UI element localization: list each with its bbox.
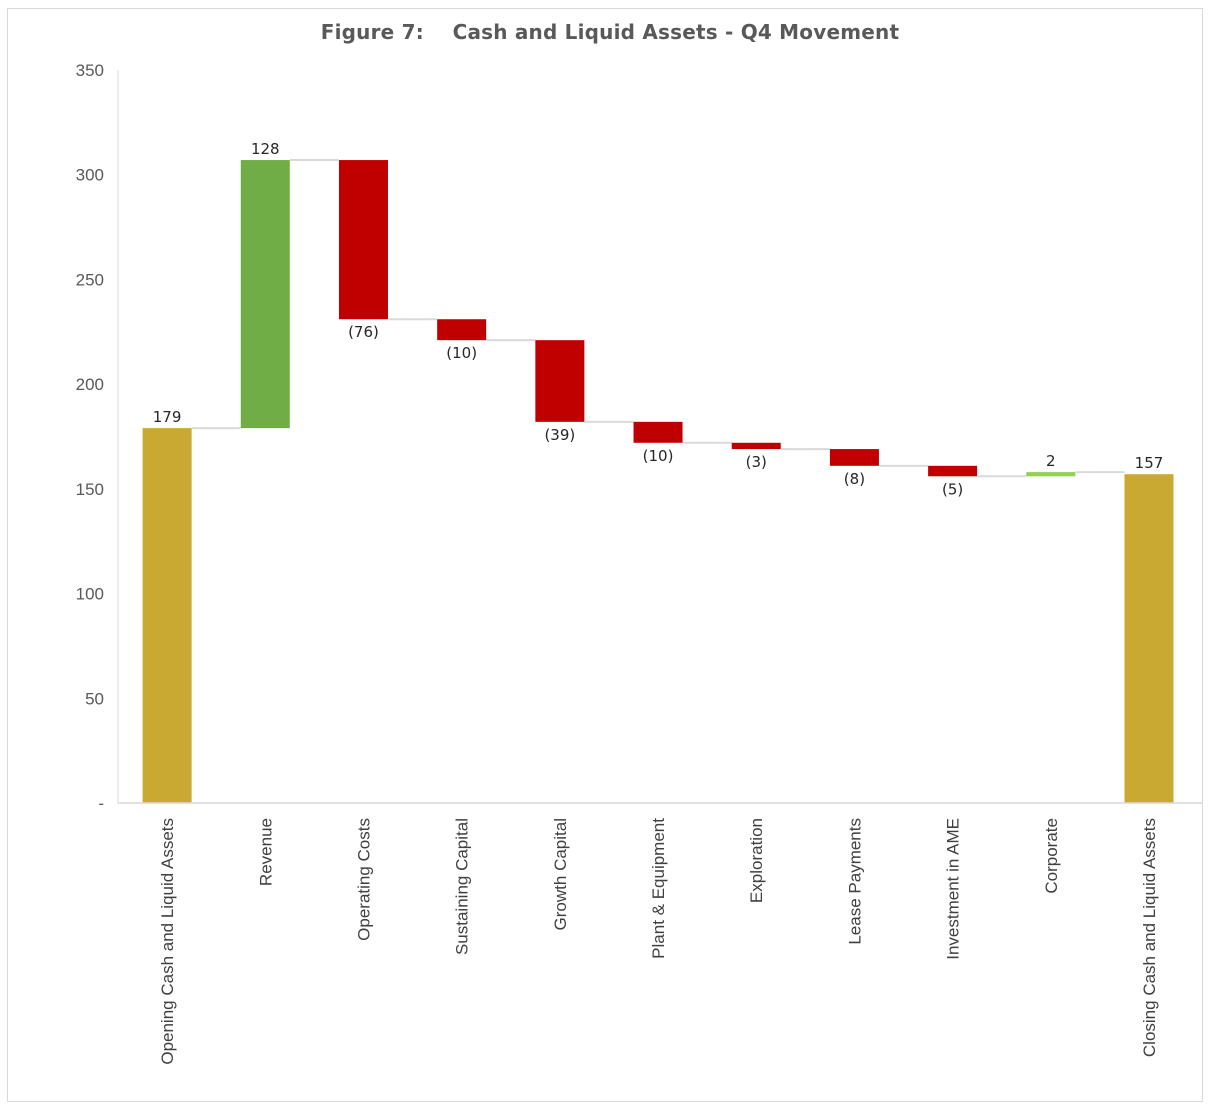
category-label: Opening Cash and Liquid Assets <box>158 818 177 1065</box>
category-label: Sustaining Capital <box>453 818 472 955</box>
category-label: Closing Cash and Liquid Assets <box>1140 818 1159 1057</box>
bar <box>535 340 585 422</box>
category-label: Revenue <box>256 818 275 886</box>
data-label: (76) <box>348 323 379 341</box>
category-label: Growth Capital <box>551 818 570 930</box>
data-labels: 179 128 (76) (10) (39) (10) (3) (8) (5) 2 157 <box>153 140 1164 498</box>
data-label: (5) <box>942 480 963 498</box>
bar <box>1124 474 1174 803</box>
chart-frame <box>7 8 1203 1102</box>
y-tick-label: 100 <box>76 585 104 604</box>
bars <box>142 160 1174 803</box>
y-axis: - 50 100 150 200 250 300 350 <box>76 61 119 813</box>
y-tick-label: 50 <box>85 689 104 708</box>
bar <box>338 160 388 320</box>
data-label: (10) <box>643 447 674 465</box>
bar <box>928 465 978 477</box>
data-label: 128 <box>251 140 280 158</box>
bar <box>142 428 192 803</box>
data-label: (10) <box>446 344 477 362</box>
category-label: Exploration <box>747 818 766 903</box>
bar <box>633 421 683 443</box>
bar <box>437 319 487 341</box>
x-axis: Opening Cash and Liquid Assets Revenue Ope… <box>118 802 1203 1065</box>
y-tick-label: 350 <box>76 61 104 80</box>
connectors <box>191 159 1125 478</box>
category-label: Lease Payments <box>845 818 864 945</box>
bar <box>1026 472 1076 477</box>
y-tick-label: 200 <box>76 375 104 394</box>
bar <box>829 449 879 466</box>
y-tick-label: 300 <box>76 166 104 185</box>
bar <box>240 160 290 429</box>
data-label: 179 <box>153 408 182 426</box>
data-label: (3) <box>746 453 767 471</box>
bar <box>731 442 781 450</box>
y-tick-label: 150 <box>76 480 104 499</box>
category-label: Investment in AME <box>944 818 963 960</box>
chart-title: Figure 7: Cash and Liquid Assets - Q4 Mo… <box>320 20 900 44</box>
data-label: 2 <box>1046 452 1056 470</box>
y-tick-label: 250 <box>76 270 104 289</box>
category-label: Operating Costs <box>354 818 373 941</box>
data-label: (8) <box>844 470 865 488</box>
data-label: 157 <box>1135 454 1164 472</box>
data-label: (39) <box>544 426 575 444</box>
category-label: Corporate <box>1042 818 1061 894</box>
category-label: Plant & Equipment <box>649 818 668 959</box>
y-tick-label: - <box>98 794 104 813</box>
